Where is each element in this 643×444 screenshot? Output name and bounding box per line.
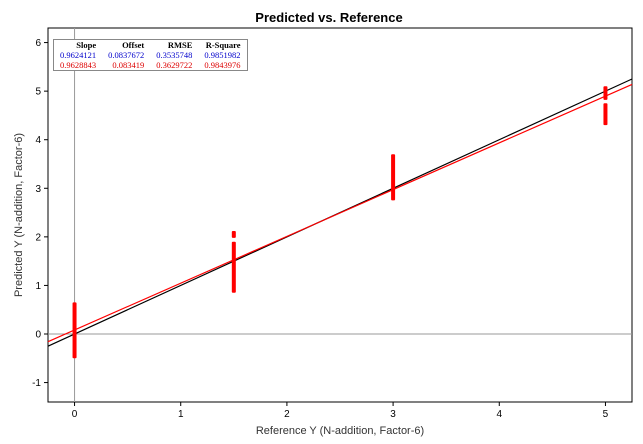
y-tick-label: 1 xyxy=(35,281,41,292)
plot-area xyxy=(47,27,633,403)
stats-header-rmse: RMSE xyxy=(167,40,193,50)
stats-header-offset: Offset xyxy=(122,40,145,50)
y-tick-label: 4 xyxy=(35,135,41,146)
data-point-cluster xyxy=(391,154,396,201)
stats-header-slope: Slope xyxy=(76,40,97,50)
y-axis-label: Predicted Y (N-addition, Factor-6) xyxy=(13,133,25,297)
stats-header-rsquare: R-Square xyxy=(205,40,241,50)
data-point-cluster xyxy=(603,86,608,100)
stats-cell: 0.9624121 xyxy=(60,50,97,60)
stats-header-row: Slope Offset RMSE R-Square xyxy=(54,40,248,51)
chart-title: Predicted vs. Reference xyxy=(255,10,402,25)
data-point-cluster xyxy=(72,302,77,359)
data-point-cluster xyxy=(603,103,608,126)
stats-cell: 0.9851982 xyxy=(204,50,241,60)
x-tick-label: 2 xyxy=(284,409,290,420)
stats-row-calibration: 0.9624121 0.0837672 0.3535748 0.9851982 xyxy=(54,50,248,60)
y-tick-label: 0 xyxy=(35,330,41,341)
regression-line xyxy=(47,83,633,343)
data-point-cluster xyxy=(231,241,236,293)
x-tick-label: 0 xyxy=(72,409,78,420)
stats-table: Slope Offset RMSE R-Square 0.9624121 0.0… xyxy=(53,39,248,71)
stats-cell: 0.3535748 xyxy=(156,50,193,60)
x-tick-label: 1 xyxy=(178,409,184,420)
y-tick-label: 6 xyxy=(35,38,41,49)
stats-cell: 0.0837672 xyxy=(108,50,145,60)
data-point-cluster xyxy=(231,231,236,238)
y-tick-label: 5 xyxy=(35,87,41,98)
y-tick-label: -1 xyxy=(32,378,41,389)
stats-cell: 0.3629722 xyxy=(156,60,193,70)
stats-cell: 0.083419 xyxy=(112,60,145,70)
stats-cell: 0.9628843 xyxy=(60,60,97,70)
stats-row-validation: 0.9628843 0.083419 0.3629722 0.9843976 xyxy=(54,60,248,71)
y-tick-label: 2 xyxy=(35,232,41,243)
x-tick-label: 3 xyxy=(390,409,396,420)
stats-cell: 0.9843976 xyxy=(204,60,241,70)
y-tick-label: 3 xyxy=(35,184,41,195)
x-tick-label: 4 xyxy=(496,409,502,420)
x-axis-label: Reference Y (N-addition, Factor-6) xyxy=(256,425,424,437)
x-tick-label: 5 xyxy=(603,409,609,420)
